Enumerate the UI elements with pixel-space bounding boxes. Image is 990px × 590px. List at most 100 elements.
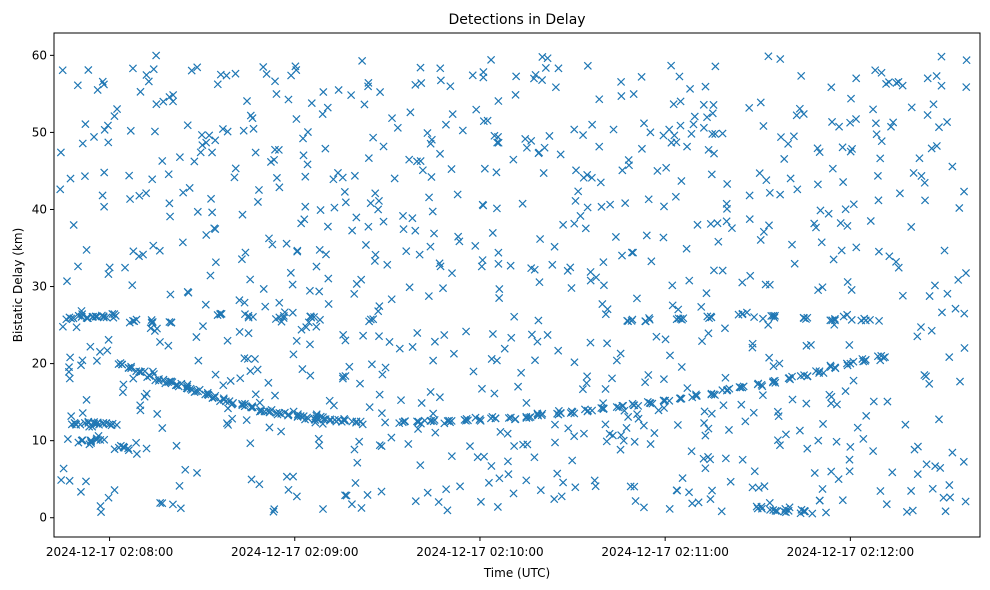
data-point [337,417,346,426]
noise-point [274,145,283,154]
noise-point [851,115,861,124]
noise-point [110,112,119,121]
noise-point [522,476,531,485]
noise-point [487,55,496,64]
noise-point [548,260,557,269]
noise-point [164,170,173,179]
data-point [91,312,100,321]
noise-point [936,463,945,472]
noise-point [119,380,128,389]
noise-point [759,227,768,236]
data-point [326,415,335,424]
noise-point [845,455,854,464]
noise-point [56,185,65,194]
noise-point [253,197,262,206]
noise-point [168,500,177,509]
noise-point [315,441,324,450]
noise-point [305,340,314,349]
data-point [265,408,274,417]
noise-point [479,117,488,126]
noise-point [892,78,901,87]
noise-point [570,219,579,228]
noise-point [196,148,205,157]
noise-point [708,109,717,118]
data-point [110,445,119,454]
noise-point [142,189,151,198]
noise-point [434,497,443,507]
noise-point [65,374,74,383]
noise-point [63,435,72,444]
noise-point [428,207,437,216]
data-point [257,407,266,416]
noise-point [670,131,679,140]
data-point [768,378,777,387]
noise-point [551,83,560,92]
noise-point [780,154,789,163]
noise-point [289,350,298,359]
noise-point [495,294,504,303]
noise-point [318,110,327,119]
data-point [826,362,835,371]
data-point [771,378,780,387]
noise-point [839,178,848,187]
data-point [773,507,782,516]
noise-point [750,313,759,322]
noise-point [762,176,771,185]
noise-point [810,219,819,228]
noise-point [488,228,497,237]
noise-point [447,269,457,278]
data-point [293,410,302,419]
noise-point [458,126,467,135]
noise-point [292,492,301,501]
noise-point [927,144,936,153]
data-point [504,413,513,423]
data-point [90,418,99,427]
noise-point [843,277,852,286]
data-point [588,406,597,415]
noise-point [246,439,255,448]
noise-point [62,277,72,286]
noise-point [579,131,588,140]
noise-point [301,172,310,181]
data-point [412,417,422,426]
noise-point [550,495,559,504]
noise-point [247,475,256,484]
noise-point [277,427,286,436]
noise-point [799,109,808,119]
data-point [143,373,152,382]
noise-point [402,247,411,256]
noise-point [113,105,122,114]
noise-point [898,81,907,90]
noise-point [533,337,542,346]
data-point [132,367,141,376]
noise-point [430,337,439,346]
noise-point [602,437,611,446]
noise-point [299,151,308,160]
noise-point [530,453,539,462]
noise-point [925,379,934,388]
noise-point [659,375,668,384]
noise-point [277,317,286,326]
data-point [859,357,868,366]
noise-point [871,66,880,75]
noise-point [606,200,615,209]
noise-point [396,396,406,405]
noise-point [365,403,374,412]
noise-point [231,69,240,78]
noise-point [251,148,260,157]
noise-point [862,411,871,420]
noise-point [169,91,178,100]
noise-point [902,507,911,516]
noise-point [846,94,856,103]
noise-point [827,399,836,408]
noise-point [197,130,206,140]
noise-point [487,461,496,470]
noise-point [874,247,883,256]
noise-point [56,148,65,157]
noise-point [539,169,548,178]
noise-point [480,164,489,173]
noise-point [72,323,81,332]
noise-point [416,461,425,470]
data-point [781,504,790,513]
data-point [443,417,452,426]
